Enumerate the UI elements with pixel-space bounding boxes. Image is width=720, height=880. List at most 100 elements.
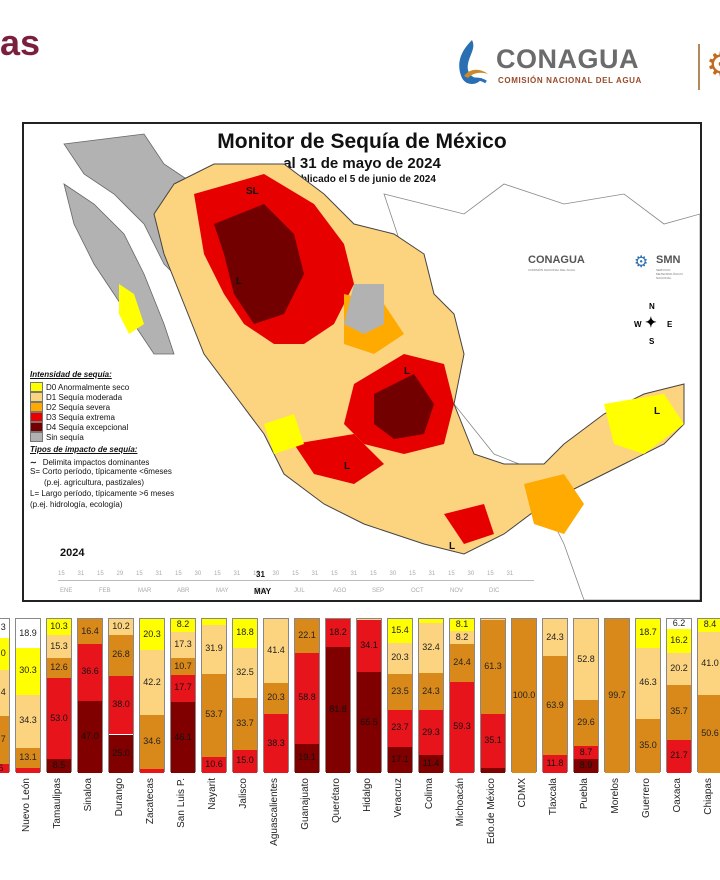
- impact-line-icon: ∼: [30, 457, 37, 467]
- state-label: Puebla: [579, 778, 593, 878]
- timeline-selected-month: MAY: [254, 587, 272, 596]
- partial-header-text: as: [0, 22, 41, 63]
- timeline-date: 15: [331, 571, 338, 577]
- bar-segment-d2: [264, 682, 288, 714]
- bar-segment-d3: [171, 674, 195, 702]
- state-bar: 20.3 42.2 34.6: [139, 618, 165, 773]
- state-bar: 10.3 15.3 12.6 53.0 8.5: [46, 618, 72, 773]
- bar-value-label: 34.1: [360, 639, 378, 650]
- bar-value-label: 34.3: [19, 715, 37, 726]
- bar-segment-d2: [140, 715, 164, 769]
- map-legend: Intensidad de sequía: D0 Anormalmente se…: [30, 370, 230, 511]
- bar-segment-d3: [140, 768, 164, 773]
- timeline-date: 15: [175, 571, 182, 577]
- bar-segment-d3: [16, 767, 40, 773]
- bar-value-label: 25.0: [112, 747, 130, 758]
- timeline-date: 30: [467, 571, 475, 577]
- bar-value-label: 63.9: [546, 699, 564, 710]
- bar-segment-d2: [0, 715, 9, 765]
- state-label-text: Nayarit: [207, 778, 218, 810]
- timeline-date: 31: [506, 571, 514, 577]
- state-label: Veracruz: [393, 778, 407, 878]
- bar-segment-d1: [543, 619, 567, 657]
- bar-segment-d0: [140, 619, 164, 651]
- compass-w: W: [634, 320, 642, 329]
- state-label-text: Nuevo León: [21, 778, 32, 832]
- bar-segment-d4: [171, 702, 195, 773]
- org-name: CONAGUA: [496, 44, 639, 74]
- state-label-text: CDMX: [517, 778, 528, 808]
- bar-segment-d1: [574, 619, 598, 701]
- state-label: Chiapas: [703, 778, 717, 878]
- bar-segment-d2: [78, 619, 102, 645]
- bar-segment-d0: [171, 619, 195, 632]
- bar-segment-d4: [78, 700, 102, 773]
- bar-value-label: 38.0: [112, 699, 130, 710]
- legend-swatch: [30, 402, 43, 412]
- bar-segment-d3: [326, 619, 350, 648]
- bar-value-label: 10.7: [174, 660, 192, 671]
- bar-value-label: 23.5: [391, 686, 409, 697]
- bar-segment-d2: [450, 644, 474, 682]
- state-label-text: Aguascalientes: [269, 778, 280, 846]
- bar-segment-d3: [109, 675, 133, 735]
- bar-segment-d2: [16, 747, 40, 768]
- bar-segment-d2: [233, 698, 257, 750]
- bar-segment-d2: [109, 634, 133, 676]
- state-label-text: Coahuila: [0, 778, 1, 817]
- state-label-text: Sinaloa: [83, 778, 94, 812]
- legend-item: D3 Sequía extrema: [30, 412, 230, 422]
- bar-segment-d3: [202, 756, 226, 773]
- bar-value-label: 59.3: [453, 721, 471, 732]
- timeline-selected-day: 31: [256, 570, 265, 579]
- timeline-date: 15: [58, 571, 65, 577]
- timeline-date: 15: [409, 571, 416, 577]
- bar-segment-d3: [388, 710, 412, 747]
- bar-segment-d2: [388, 673, 412, 711]
- bar-segment-d1: [47, 634, 71, 659]
- state-label: Durango: [114, 778, 128, 878]
- legend-item: D0 Anormalmente seco: [30, 382, 230, 392]
- map-label-l-yucatan: L: [654, 406, 660, 417]
- bar-value-label: 16.4: [81, 625, 99, 636]
- bar-segment-d0: [47, 619, 71, 635]
- timeline-month: NOV: [450, 588, 464, 594]
- map-smn-sub: SERVICIO METEOROLÓGICO NACIONAL: [656, 268, 683, 280]
- bar-segment-d1: [357, 619, 381, 620]
- bar-segment-d3: [47, 677, 71, 760]
- legend-item-label: D2 Sequía severa: [46, 402, 111, 412]
- timeline-month: JUL: [294, 588, 305, 594]
- state-label-text: Jalisco: [238, 778, 249, 809]
- map-label-l-center: L: [404, 366, 410, 377]
- bar-value-label: 10.3: [50, 620, 68, 631]
- bar-value-label: 17.7: [174, 682, 192, 693]
- state-bar: 10.2 26.8 38.0 25.0: [108, 618, 134, 773]
- bar-segment-d4: [388, 746, 412, 773]
- bar-segment-d1: [16, 694, 40, 748]
- timeline-date: 15: [292, 571, 299, 577]
- bar-value-label: 32.5: [236, 666, 254, 677]
- state-label-text: Tamaulipas: [52, 778, 63, 829]
- bar-segment-d3: [0, 764, 9, 773]
- bar-segment-d3: [419, 710, 443, 756]
- bar-segment-d0: [16, 648, 40, 695]
- bar-value-label: 8.7: [579, 746, 593, 757]
- timeline-month: SEP: [372, 588, 385, 594]
- timeline-date: 15: [253, 571, 260, 577]
- bar-value-label: 26.8: [112, 649, 130, 660]
- legend-item: Sin sequía: [30, 432, 230, 442]
- state-label: Guerrero: [641, 778, 655, 878]
- mexico-map: SL L L L L L: [63, 133, 700, 600]
- bar-segment-d1: [202, 624, 226, 674]
- bar-segment-d4: [326, 647, 350, 773]
- bar-segment-d1: [109, 619, 133, 635]
- timeline-month: MAR: [138, 588, 152, 594]
- bar-value-label: 41.4: [267, 644, 285, 655]
- bar-value-label: 20.3: [267, 692, 285, 703]
- timeline-date: 15: [487, 571, 494, 577]
- bar-value-label: 16.2: [670, 635, 688, 646]
- map-published: Publicado el 5 de junio de 2024: [288, 174, 436, 185]
- timeline-date: 15: [136, 571, 143, 577]
- bar-segment-d2: [171, 658, 195, 675]
- bar-segment-d4: [357, 672, 381, 773]
